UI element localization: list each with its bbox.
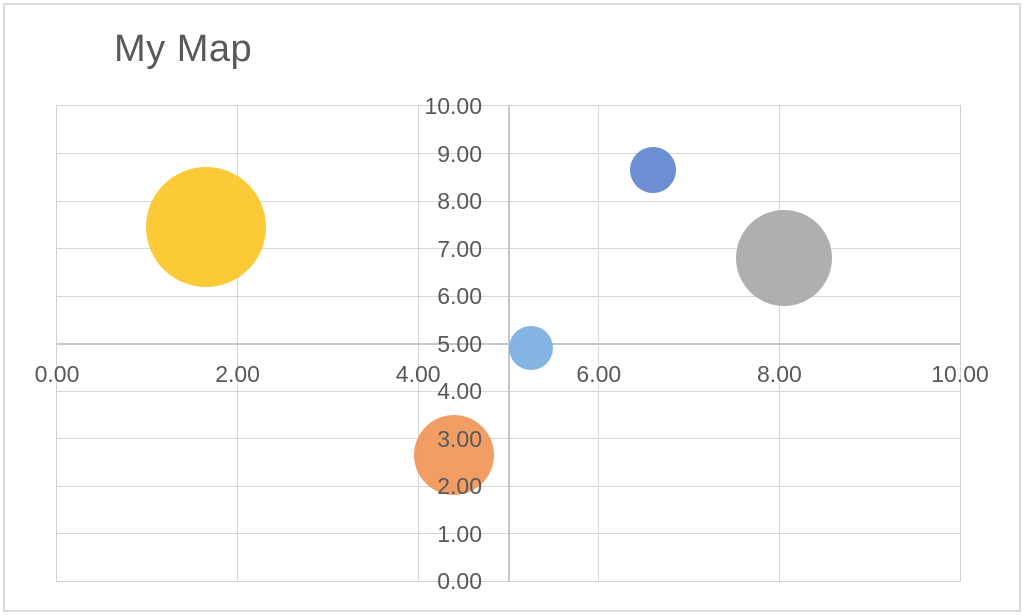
x-axis-tick-label: 6.00: [576, 361, 622, 387]
bubble-series-2-orange[interactable]: [414, 415, 495, 496]
y-axis-tick-label: 4.00: [437, 378, 482, 404]
y-axis-tick-label: 6.00: [437, 283, 482, 309]
x-axis-tick-label: 2.00: [215, 361, 260, 387]
bubble-series-1-blue[interactable]: [629, 147, 676, 194]
x-axis-tick-label: 10.00: [931, 361, 989, 387]
y-axis-tick-label: 0.00: [437, 568, 482, 594]
x-axis-tick-label: 8.00: [757, 361, 802, 387]
chart-title[interactable]: My Map: [114, 28, 253, 70]
y-axis-tick-label: 2.00: [437, 473, 482, 499]
y-axis-tick-label: 7.00: [437, 235, 482, 262]
y-axis-tick-label: 3.00: [437, 425, 482, 452]
y-axis-tick-label: 9.00: [437, 140, 482, 167]
bubble-series-3-gray[interactable]: [735, 210, 832, 306]
horizontal-axis-line: [57, 342, 960, 345]
y-axis-tick-label: 5.00: [437, 330, 482, 357]
plot-area[interactable]: [56, 105, 961, 582]
x-axis-tick-label: 0.00: [34, 361, 80, 387]
y-axis-tick-label: 10.00: [424, 93, 482, 119]
bubble-series-4-yellow[interactable]: [145, 167, 266, 288]
x-axis-tick-label: 4.00: [395, 361, 441, 387]
bubble-series-5-light-blue[interactable]: [509, 326, 554, 371]
y-axis-tick-label: 1.00: [437, 520, 482, 547]
y-axis-tick-label: 8.00: [437, 188, 482, 214]
